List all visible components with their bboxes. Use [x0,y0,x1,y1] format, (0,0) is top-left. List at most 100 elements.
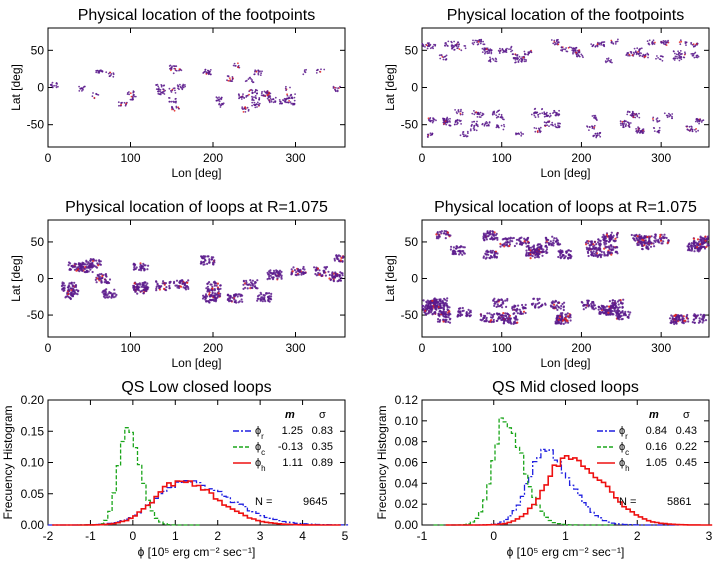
point-purple [604,60,607,63]
point-purple [445,119,448,121]
point-purple [681,317,684,320]
point-purple [534,111,537,114]
point-purple [582,56,584,59]
point-red [659,239,663,242]
legend-header-m: m [285,409,295,421]
point-purple [117,101,120,104]
point-purple [551,241,554,244]
point-purple [503,123,505,126]
point-purple [520,131,522,134]
point-purple [557,124,559,126]
point-purple [159,93,162,95]
point-purple [442,318,445,321]
point-red [180,285,183,288]
point-purple [457,45,460,48]
point-purple [456,43,458,46]
point-purple [652,127,655,129]
x-tick-label: 1 [562,529,569,543]
point-purple [218,98,221,101]
point-purple [489,59,491,62]
point-purple [499,314,502,317]
y-tick-label: 0.02 [395,497,419,511]
point-purple [599,239,602,242]
point-purple [594,45,597,48]
point-purple [230,80,233,82]
point-purple [693,313,696,316]
point-purple [332,279,335,282]
point-purple [508,48,510,50]
point-purple [428,119,431,122]
x-tick-label: -2 [43,529,54,543]
point-purple [272,269,276,272]
point-purple [168,100,171,103]
point-purple [527,246,531,249]
point-purple [494,60,497,63]
point-purple [217,290,220,293]
point-purple [242,283,245,286]
point-purple [268,101,271,104]
point-purple [279,100,282,103]
point-purple [156,83,159,86]
point-purple [216,295,219,298]
point-purple [525,251,528,254]
point-purple [584,241,588,244]
point-red [705,245,708,248]
point-purple [332,85,335,88]
point-purple [552,244,555,247]
point-purple [286,97,289,100]
point-purple [622,298,625,301]
point-red [553,303,556,306]
point-purple [588,246,591,250]
point-red [288,100,290,102]
legend-label-r: ϕr [619,425,628,441]
point-purple [527,51,530,53]
point-purple [101,70,104,73]
point-purple [608,252,612,255]
point-purple [140,289,144,292]
point-purple [250,286,253,289]
point-purple [453,48,456,51]
point-purple [439,230,442,233]
point-purple [497,299,500,302]
point-purple [483,50,486,52]
point-purple [686,317,690,320]
point-purple [603,243,606,246]
point-purple [602,304,605,308]
point-purple [663,233,666,236]
point-purple [682,322,685,325]
point-purple [482,232,485,235]
point-purple [96,69,99,72]
point-purple [507,318,510,321]
point-purple [174,284,177,287]
point-purple [602,41,605,43]
point-purple [652,39,655,42]
point-purple [532,297,536,300]
point-purple [511,240,514,243]
point-purple [687,245,690,248]
point-red [244,107,247,110]
point-purple [591,45,594,48]
point-purple [109,74,112,77]
point-purple [661,41,663,44]
point-purple [201,256,204,259]
point-purple [453,40,455,43]
point-purple [186,285,189,288]
point-purple [465,315,468,318]
point-purple [519,237,522,240]
point-purple [485,256,488,259]
point-purple [460,123,462,125]
point-purple [674,320,678,323]
point-purple [625,123,627,126]
point-purple [332,87,335,89]
point-purple [505,305,508,308]
point-purple [502,50,505,52]
point-purple [57,85,59,88]
point-purple [527,241,531,244]
point-purple [255,92,258,95]
point-purple [448,306,451,309]
point-red [490,319,493,322]
point-purple [75,268,78,271]
point-purple [173,67,176,70]
point-purple [106,294,109,297]
point-purple [633,47,636,50]
